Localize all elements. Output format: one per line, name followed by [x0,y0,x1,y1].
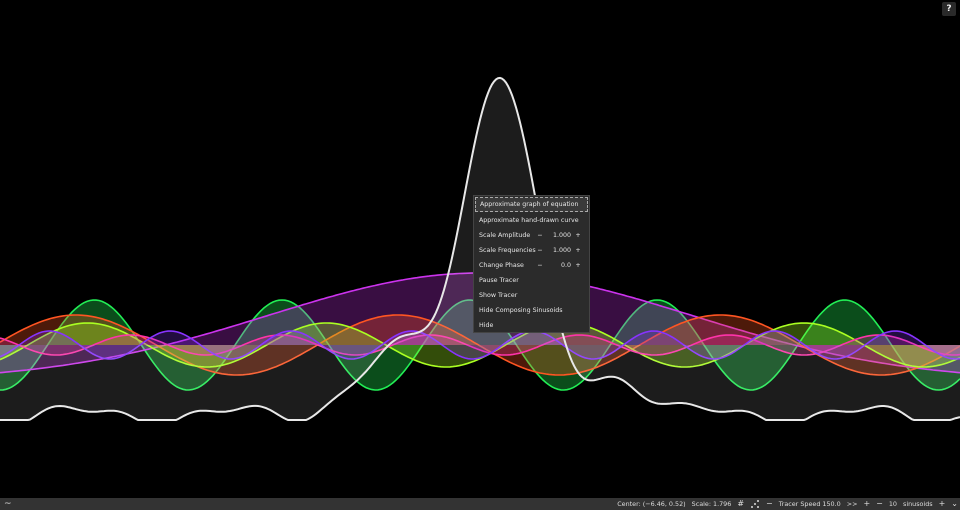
chevron-down-icon[interactable]: ⌄ [951,499,958,508]
decrease-speed-button[interactable]: − [766,499,773,508]
menu-item-change-phase: Change Phase − 0.0 + [474,258,589,273]
menu-item-approximate-equation[interactable]: Approximate graph of equation [475,197,588,212]
increase-button[interactable]: + [575,247,581,254]
menu-label: Change Phase [479,262,524,269]
sinusoid-fill [0,323,960,367]
menu-label: Approximate hand-drawn curve [479,217,579,224]
menu-label: Show Tracer [479,292,518,299]
sinusoid-line [0,330,960,360]
decrease-button[interactable]: − [537,262,543,269]
sinusoid-unit-label: sinusoids [902,500,933,508]
decrease-button[interactable]: − [537,232,543,239]
increase-button[interactable]: + [575,262,581,269]
amplitude-value: 1.000 [552,232,571,239]
menu-label: Approximate graph of equation [480,201,579,208]
decrease-button[interactable]: − [537,247,543,254]
menu-item-pause-tracer[interactable]: Pause Tracer [474,273,589,288]
sinusoid-fill [0,331,960,359]
decrease-count-button[interactable]: − [876,499,883,508]
status-bar: ~ Center: (−6.46, 0.52) Scale: 1.796 # −… [0,498,960,510]
increase-button[interactable]: + [575,232,581,239]
menu-item-approximate-hand-drawn[interactable]: Approximate hand-drawn curve [474,213,589,228]
dots-icon[interactable] [750,499,760,509]
sinusoid-count: 10 [888,500,897,508]
grid-icon[interactable]: # [737,499,745,508]
menu-item-scale-amplitude: Scale Amplitude − 1.000 + [474,228,589,243]
menu-label: Pause Tracer [479,277,519,284]
scale-readout: Scale: 1.796 [691,500,732,508]
menu-item-scale-frequencies: Scale Frequencies − 1.000 + [474,243,589,258]
frequency-value: 1.000 [552,247,571,254]
help-button[interactable]: ? [942,2,956,16]
menu-label: Scale Amplitude [479,232,531,239]
increase-speed-button[interactable]: + [863,499,871,508]
menu-label: Hide [479,322,494,329]
sinusoid-line [0,314,960,376]
sum-curve-line [0,76,960,421]
context-menu: Approximate graph of equation Approximat… [473,195,590,333]
menu-label: Hide Composing Sinusoids [479,307,563,314]
menu-item-hide-sinusoids[interactable]: Hide Composing Sinusoids [474,303,589,318]
sinusoid-fill [0,335,960,355]
menu-item-hide[interactable]: Hide [474,318,589,333]
sinusoid-line [0,334,960,356]
tilde-icon[interactable]: ~ [4,499,12,509]
fast-forward-button[interactable]: >> [846,500,858,508]
phase-value: 0.0 [560,262,571,269]
increase-count-button[interactable]: + [938,499,946,508]
tracer-speed-readout: Tracer Speed 150.0 [778,500,841,508]
center-readout: Center: (−6.46, 0.52) [617,500,686,508]
menu-item-show-tracer[interactable]: Show Tracer [474,288,589,303]
menu-label: Scale Frequencies [479,247,536,254]
